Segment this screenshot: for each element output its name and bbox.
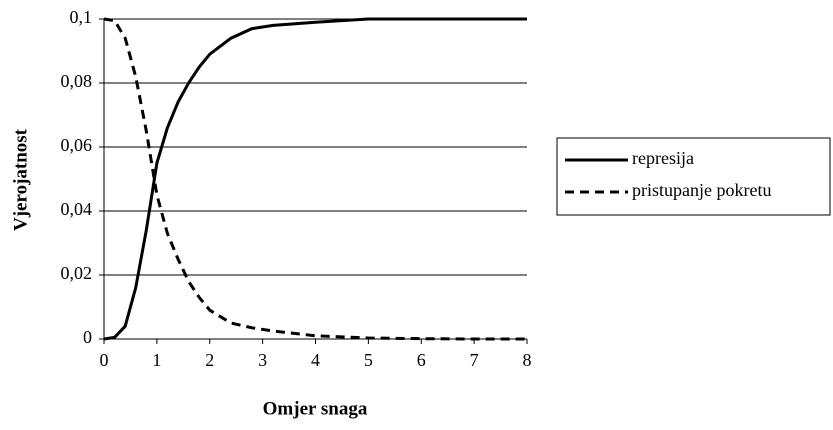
x-tick-label: 4 <box>311 350 320 370</box>
x-tick-label: 8 <box>523 350 532 370</box>
legend-box <box>556 137 831 216</box>
x-axis-label: Omjer snaga <box>263 398 368 419</box>
x-tick-label: 3 <box>258 350 267 370</box>
x-tick-label: 0 <box>100 350 109 370</box>
x-tick-label: 6 <box>417 350 426 370</box>
y-axis-label: Vjerojatnost <box>10 128 31 231</box>
legend-label: pristupanje pokretu <box>632 180 771 200</box>
y-tick-label: 0,08 <box>61 71 93 91</box>
y-tick-label: 0,02 <box>61 263 93 283</box>
y-tick-label: 0 <box>83 327 92 347</box>
x-tick-label: 5 <box>364 350 373 370</box>
y-tick-label: 0,1 <box>70 7 93 27</box>
x-tick-label: 2 <box>205 350 214 370</box>
legend-label: represija <box>632 148 694 168</box>
y-tick-label: 0,06 <box>61 135 93 155</box>
series-line <box>103 17 527 341</box>
x-tick-label: 7 <box>470 350 479 370</box>
series-line <box>103 17 527 341</box>
x-tick-label: 1 <box>152 350 161 370</box>
y-tick-label: 0,04 <box>61 199 93 219</box>
